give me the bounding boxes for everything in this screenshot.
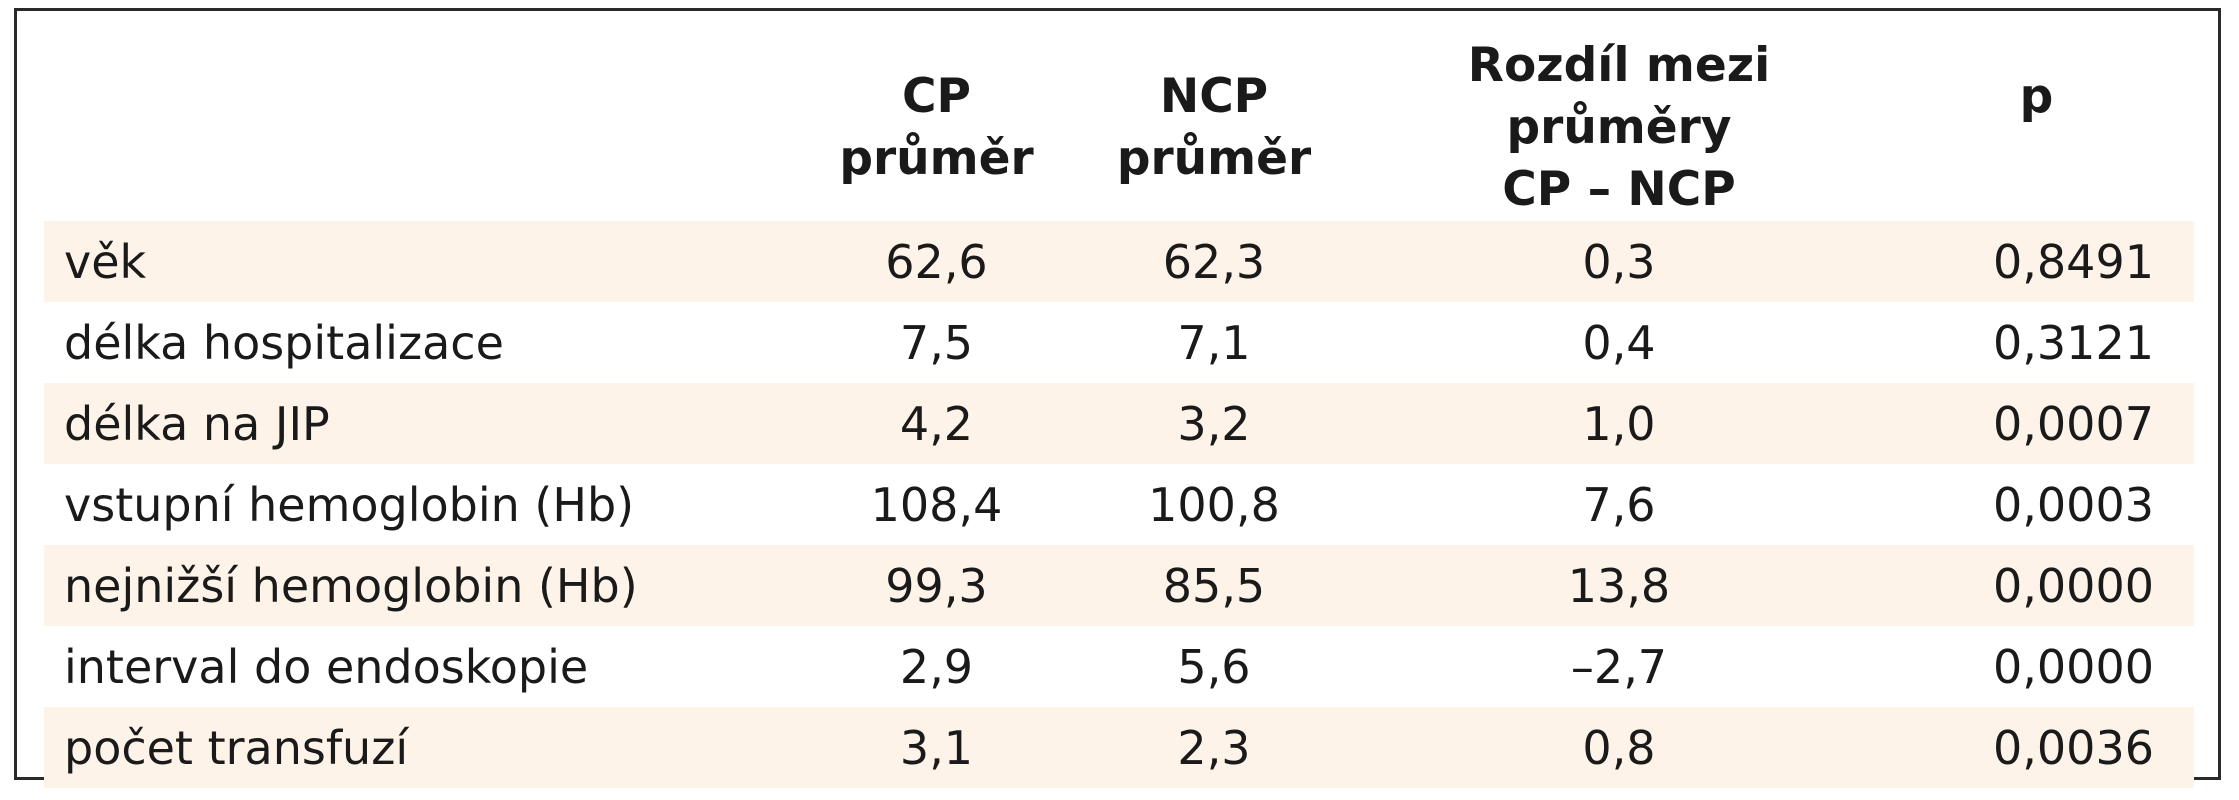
ncp-value: 3,2: [1069, 383, 1359, 464]
comparison-table: CP průměr NCP průměr Rozdíl mezi průměry…: [44, 35, 2194, 788]
ncp-value: 5,6: [1177, 639, 1251, 694]
ncp-value: 2,3: [1069, 707, 1359, 788]
table-row: věk 62,6 62,3 0,3 0,8491: [44, 221, 2194, 302]
cp-value: 7,5: [899, 315, 974, 370]
row-label: délka na JIP: [44, 383, 804, 464]
table-row: délka na JIP 4,2 3,2 1,0 0,0007: [44, 383, 2194, 464]
header-row: CP průměr NCP průměr Rozdíl mezi průměry…: [44, 35, 2194, 221]
difference-value: 13,8: [1359, 545, 1879, 626]
row-label: interval do endoskopie: [64, 639, 589, 694]
row-label: délka hospitalizace: [64, 315, 504, 370]
cp-value: 99,3: [804, 545, 1069, 626]
row-label: věk: [44, 221, 804, 302]
difference-value: 0,4: [1582, 315, 1656, 370]
p-value: 0,0000: [1993, 639, 2154, 694]
cp-value: 2,9: [899, 639, 974, 694]
table-row: počet transfuzí 3,1 2,3 0,8 0,0036: [44, 707, 2194, 788]
row-label: počet transfuzí: [44, 707, 804, 788]
header-cp-mean: CP průměr: [839, 69, 1034, 186]
table-row: nejnižší hemoglobin (Hb) 99,3 85,5 13,8 …: [44, 545, 2194, 626]
cp-value: 4,2: [804, 383, 1069, 464]
table-row: vstupní hemoglobin (Hb) 108,4 100,8 7,6 …: [44, 464, 2194, 545]
p-value: 0,0000: [1879, 545, 2194, 626]
header-p-value: p: [2019, 69, 2054, 124]
p-value: 0,0007: [1879, 383, 2194, 464]
p-value: 0,0003: [1993, 477, 2154, 532]
difference-value: 0,3: [1359, 221, 1879, 302]
table-frame: CP průměr NCP průměr Rozdíl mezi průměry…: [14, 8, 2221, 788]
cp-value: 62,6: [804, 221, 1069, 302]
cp-value: 3,1: [804, 707, 1069, 788]
difference-value: –2,7: [1570, 639, 1668, 694]
ncp-value: 62,3: [1069, 221, 1359, 302]
p-value: 0,8491: [1879, 221, 2194, 302]
ncp-value: 7,1: [1177, 315, 1251, 370]
header-difference: Rozdíl mezi průměry CP – NCP: [1467, 38, 1771, 217]
difference-value: 0,8: [1359, 707, 1879, 788]
difference-value: 7,6: [1582, 477, 1656, 532]
p-value: 0,0036: [1879, 707, 2194, 788]
p-value: 0,3121: [1993, 315, 2154, 370]
table-row: interval do endoskopie 2,9 5,6 –2,7 0,00…: [44, 626, 2194, 707]
row-label: vstupní hemoglobin (Hb): [64, 477, 635, 532]
cp-value: 108,4: [870, 477, 1003, 532]
header-empty: [44, 35, 804, 221]
difference-value: 1,0: [1359, 383, 1879, 464]
ncp-value: 100,8: [1148, 477, 1280, 532]
row-label: nejnižší hemoglobin (Hb): [44, 545, 804, 626]
ncp-value: 85,5: [1069, 545, 1359, 626]
table-row: délka hospitalizace 7,5 7,1 0,4 0,3121: [44, 302, 2194, 383]
header-ncp-mean: NCP průměr: [1116, 69, 1312, 186]
